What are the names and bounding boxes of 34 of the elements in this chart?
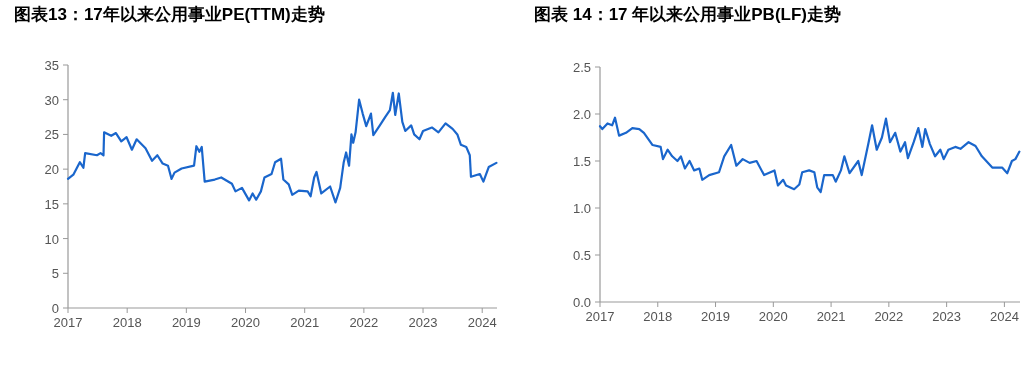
y-tick-label: 35 — [44, 58, 59, 73]
line-series — [66, 91, 498, 204]
chart-title: 图表 14：17 年以来公用事业PB(LF)走势 — [534, 4, 842, 26]
y-tick-label: 10 — [44, 231, 59, 247]
y-tick-label: 25 — [44, 127, 59, 143]
x-tick-label: 2019 — [171, 315, 201, 330]
y-tick-label: 1.5 — [572, 154, 591, 169]
x-tick-label: 2024 — [989, 309, 1019, 324]
y-tick-label: 1.0 — [572, 201, 591, 216]
x-tick-label: 2019 — [701, 309, 730, 324]
y-tick-label: 2.5 — [572, 60, 591, 75]
x-tick-label: 2020 — [231, 315, 260, 330]
y-tick-label: 0.5 — [572, 248, 591, 263]
x-tick-label: 2017 — [585, 309, 615, 324]
x-tick-label: 2018 — [643, 309, 673, 324]
x-tick-label: 2024 — [467, 315, 497, 330]
x-tick-label: 2018 — [112, 315, 142, 330]
line-series — [598, 116, 1021, 194]
y-tick-label: 20 — [44, 162, 59, 178]
y-tick-label: 5 — [51, 266, 59, 282]
x-tick-label: 2021 — [290, 315, 320, 330]
chart-title: 图表13：17年以来公用事业PE(TTM)走势 — [14, 4, 326, 26]
y-tick-label: 0.0 — [572, 295, 591, 310]
x-tick-label: 2023 — [932, 309, 962, 324]
y-tick-label: 2.0 — [572, 107, 591, 122]
x-tick-label: 2020 — [758, 309, 788, 324]
y-tick-label: 15 — [44, 196, 59, 212]
x-tick-label: 2022 — [874, 309, 904, 324]
x-tick-label: 2023 — [408, 315, 438, 330]
x-tick-label: 2021 — [816, 309, 846, 324]
x-tick-label: 2017 — [53, 315, 83, 330]
x-tick-label: 2022 — [349, 315, 379, 330]
y-tick-label: 30 — [44, 92, 59, 108]
y-tick-label: 0 — [51, 301, 59, 316]
